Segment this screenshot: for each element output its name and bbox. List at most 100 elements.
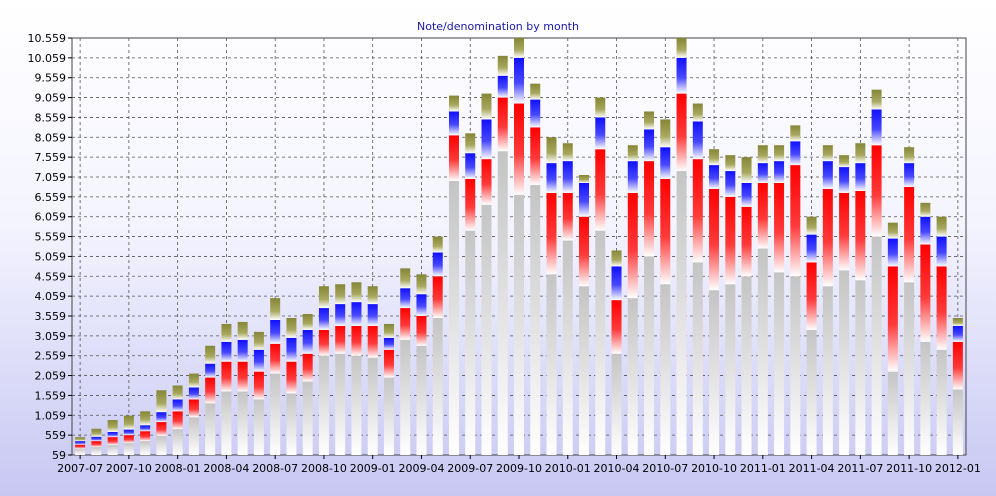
bar-segment-series-2 [887,266,898,372]
bar-segment-series-4 [432,236,443,253]
bar-segment-series-4 [237,321,248,340]
bar-segment-series-4 [790,125,801,142]
bar-segment-series-2 [432,276,443,318]
bar-segment-series-1 [546,274,557,455]
bar-segment-series-4 [416,274,427,295]
bar-segment-series-3 [383,337,394,350]
bar-segment-series-4 [286,317,297,338]
y-tick-label: 7.059 [35,171,67,184]
y-tick-label: 9.059 [35,92,67,105]
bar-segment-series-4 [855,143,866,164]
bar-segment-series-1 [318,355,329,455]
bar-segment-series-2 [318,329,329,356]
bar-segment-series-4 [107,420,118,432]
bar-segment-series-3 [156,412,167,423]
bar-segment-series-3 [952,325,963,342]
bar-segment-series-2 [562,192,573,241]
bar-segment-series-1 [465,230,476,455]
bar-segment-series-1 [481,204,492,455]
bar-segment-series-4 [611,250,622,267]
bar-segment-series-4 [644,111,655,130]
bar-segment-series-3 [351,302,362,326]
bar-segment-series-3 [432,252,443,277]
y-tick-label: 7.559 [35,151,67,164]
bar-segment-series-3 [676,57,687,94]
bar-segment-series-2 [465,178,476,231]
bar-segment-series-4 [887,222,898,239]
bar-segment-series-4 [757,145,768,164]
bar-segment-series-3 [822,161,833,189]
x-tick-label: 2010-04 [594,462,640,475]
bar-segment-series-3 [221,341,232,362]
bar-segment-series-2 [205,377,216,404]
bar-segment-series-1 [822,286,833,455]
bar-segment-series-4 [514,38,524,58]
bar-segment-series-1 [562,240,573,455]
bar-segment-series-2 [579,216,590,287]
bar-segment-series-3 [188,387,199,400]
bar-segment-series-1 [692,262,703,455]
bar-segment-series-1 [611,353,622,455]
x-tick-label: 2011-01 [740,462,786,475]
y-tick-label: 2.059 [35,370,67,383]
bar-segment-series-1 [579,286,590,455]
bar-segment-series-1 [676,171,687,456]
bar-segment-series-2 [75,444,86,449]
bar-segment-series-3 [448,111,459,136]
bar-segment-series-3 [546,163,557,193]
bar-segment-series-1 [351,355,362,455]
bar-segment-series-4 [270,298,281,320]
bar-segment-series-4 [806,216,817,235]
bar-segment-series-1 [270,373,281,455]
bar-segment-series-2 [644,161,655,257]
bar-segment-series-2 [757,182,768,249]
x-tick-label: 2008-10 [301,462,347,475]
x-tick-label: 2010-01 [545,462,591,475]
bar-segment-series-3 [627,161,638,193]
y-tick-label: 9.559 [35,72,67,85]
bar-segment-series-3 [806,234,817,263]
bar-segment-series-2 [855,190,866,281]
bar-segment-series-4 [172,385,183,400]
bar-segment-series-1 [936,349,947,455]
bar-segment-series-4 [920,202,931,217]
bar-segment-series-3 [644,129,655,162]
bar-segment-series-1 [497,151,508,455]
bar-segment-series-2 [188,399,199,418]
bar-segment-series-3 [107,431,118,438]
bar-segment-series-4 [351,282,362,303]
bar-segment-series-3 [140,425,151,432]
bar-segment-series-3 [660,147,671,179]
y-axis: 59 559 1.059 1.559 2.059 2.559 3.059 3.559 4.059… [28,32,72,462]
chart-title: Note/denomination by month [417,20,579,33]
y-tick-label: 1.559 [35,389,67,402]
y-tick-label: 8.059 [35,131,67,144]
bar-segment-series-2 [400,308,411,340]
bar-segment-series-3 [725,171,736,197]
y-tick-label: 59 [52,449,66,462]
bar-segment-series-2 [920,244,931,342]
bar-segment-series-2 [936,266,947,350]
bar-segment-series-3 [839,167,850,193]
bar-segment-series-2 [237,361,248,392]
y-tick-label: 2.559 [35,350,67,363]
bar-segment-series-4 [318,286,329,309]
bar-segment-series-1 [741,276,752,455]
bar-segment-series-1 [530,184,541,455]
bar-segment-series-1 [75,448,86,455]
y-tick-label: 6.559 [35,191,67,204]
bar-segment-series-1 [644,256,655,455]
bar-segment-series-4 [91,428,102,437]
bar-segment-series-4 [530,83,541,100]
bar-segment-series-2 [692,159,703,263]
bar-segment-series-3 [497,75,508,98]
bar-segment-series-1 [188,417,199,455]
x-tick-label: 2008-01 [155,462,201,475]
bar-segment-series-4 [188,373,199,388]
y-tick-label: 559 [45,429,66,442]
bar-segment-series-3 [595,117,606,150]
bar-segment-series-4 [692,103,703,122]
bar-segment-series-1 [887,371,898,455]
bar-segment-series-1 [335,353,346,455]
